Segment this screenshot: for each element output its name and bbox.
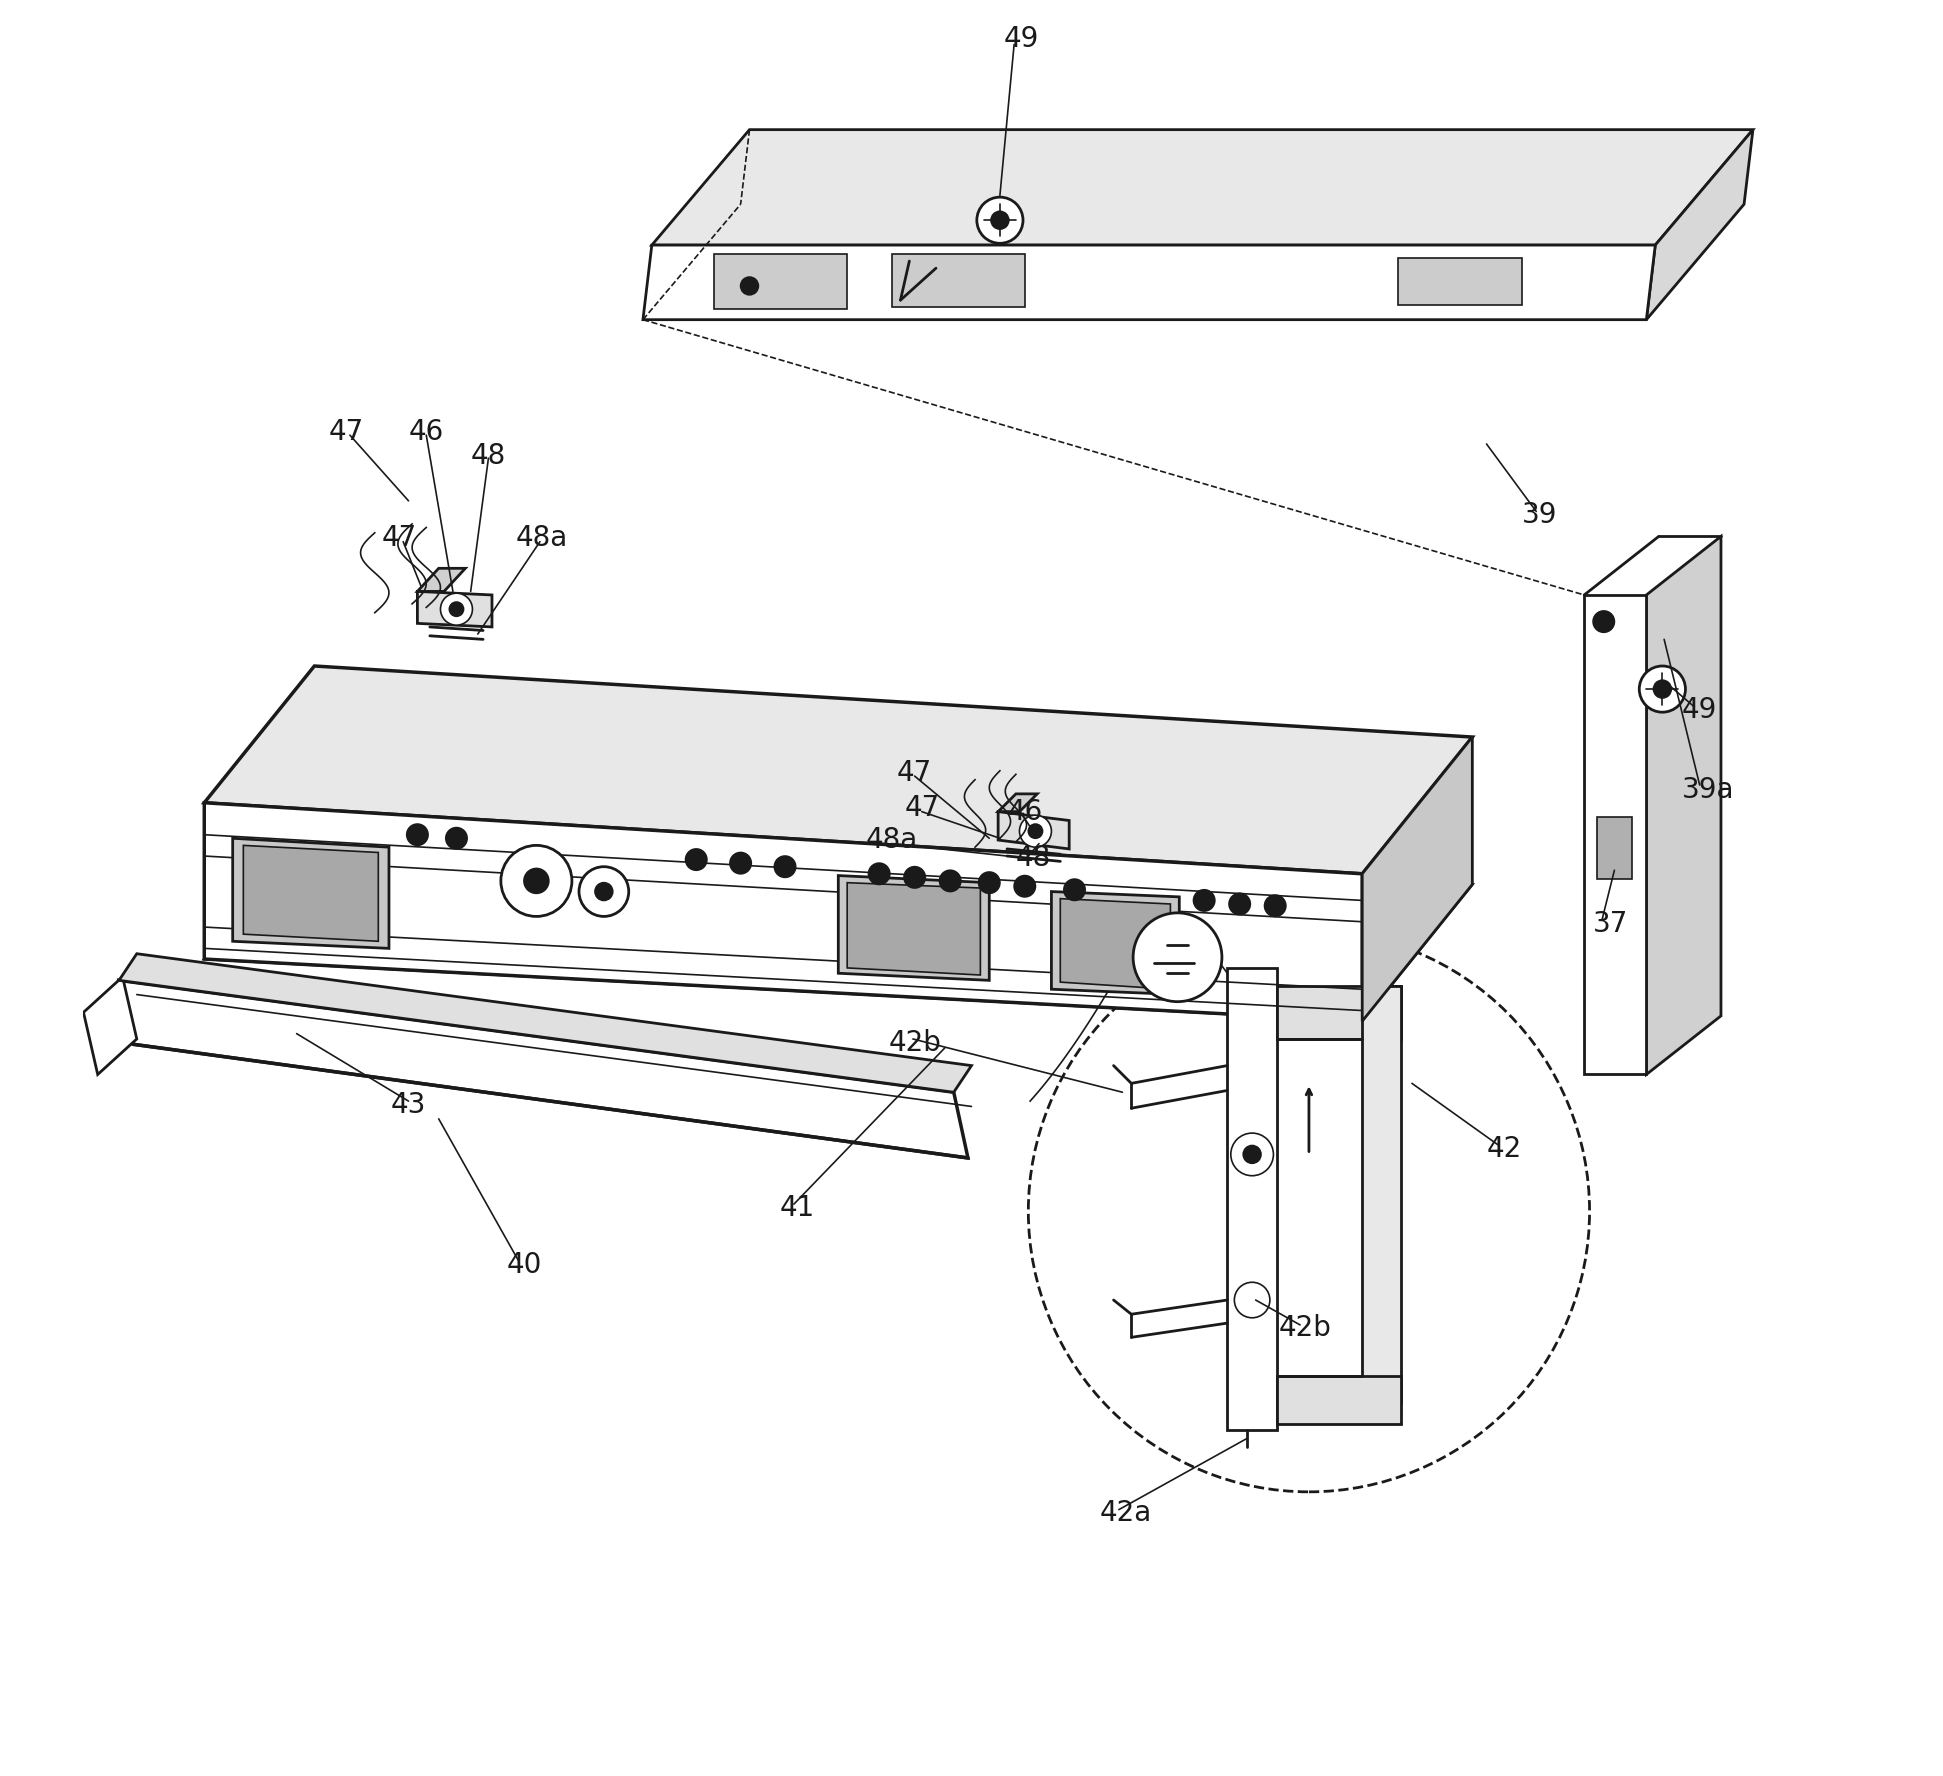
Polygon shape — [1362, 986, 1401, 1403]
Text: 42: 42 — [1486, 1135, 1521, 1163]
Text: 46: 46 — [408, 417, 443, 446]
Polygon shape — [1597, 817, 1632, 879]
Polygon shape — [643, 245, 1655, 320]
Circle shape — [1244, 1146, 1261, 1163]
Circle shape — [979, 872, 1001, 893]
Polygon shape — [1646, 536, 1721, 1074]
Circle shape — [1193, 890, 1214, 911]
Circle shape — [1028, 824, 1043, 838]
Circle shape — [740, 277, 758, 295]
Polygon shape — [204, 666, 1473, 874]
Circle shape — [579, 867, 630, 916]
Text: 47: 47 — [328, 417, 363, 446]
Text: 42b: 42b — [1278, 1314, 1331, 1343]
Circle shape — [731, 852, 752, 874]
Circle shape — [1653, 680, 1671, 698]
Circle shape — [1265, 895, 1286, 916]
Circle shape — [1020, 815, 1051, 847]
Text: 48: 48 — [1016, 844, 1051, 872]
Circle shape — [1028, 931, 1589, 1492]
Text: 42b: 42b — [888, 1028, 940, 1057]
Circle shape — [686, 849, 707, 870]
Polygon shape — [1584, 595, 1646, 1074]
Circle shape — [1230, 893, 1251, 915]
Circle shape — [449, 602, 464, 616]
Polygon shape — [84, 977, 136, 1074]
Circle shape — [977, 197, 1024, 243]
Circle shape — [775, 856, 797, 877]
Polygon shape — [1362, 737, 1473, 1021]
Circle shape — [1230, 1133, 1273, 1176]
Polygon shape — [1061, 899, 1170, 989]
Polygon shape — [999, 794, 1038, 812]
Text: 41: 41 — [779, 1193, 814, 1222]
Polygon shape — [243, 845, 379, 941]
Polygon shape — [204, 822, 1473, 1021]
Text: 43: 43 — [391, 1090, 426, 1119]
Text: 47: 47 — [898, 758, 933, 787]
Polygon shape — [1397, 258, 1521, 305]
Circle shape — [991, 211, 1008, 229]
Polygon shape — [418, 568, 464, 591]
Circle shape — [445, 828, 466, 849]
Circle shape — [903, 867, 925, 888]
Polygon shape — [713, 254, 847, 309]
Text: 48: 48 — [470, 442, 505, 471]
Polygon shape — [847, 883, 981, 975]
Polygon shape — [837, 876, 989, 980]
Polygon shape — [651, 130, 1753, 245]
Polygon shape — [204, 803, 1362, 1021]
Text: 49: 49 — [1003, 25, 1040, 53]
Text: 47: 47 — [903, 794, 938, 822]
Polygon shape — [119, 980, 968, 1158]
Circle shape — [869, 863, 890, 884]
Circle shape — [1593, 611, 1615, 632]
Text: 40: 40 — [507, 1250, 542, 1279]
Circle shape — [525, 868, 548, 893]
Text: 48a: 48a — [865, 826, 917, 854]
Circle shape — [1014, 876, 1036, 897]
Polygon shape — [1051, 892, 1179, 995]
Polygon shape — [233, 838, 389, 948]
Polygon shape — [119, 954, 972, 1092]
Polygon shape — [1228, 968, 1277, 1430]
Circle shape — [441, 593, 472, 625]
Text: 39: 39 — [1521, 501, 1558, 529]
Text: 48a: 48a — [515, 524, 567, 552]
Circle shape — [501, 845, 571, 916]
Polygon shape — [418, 591, 492, 627]
Polygon shape — [1277, 1376, 1401, 1424]
Circle shape — [1640, 666, 1685, 712]
Circle shape — [1133, 913, 1222, 1002]
Circle shape — [1234, 1282, 1271, 1318]
Circle shape — [940, 870, 962, 892]
Circle shape — [1065, 879, 1084, 900]
Circle shape — [595, 883, 612, 900]
Polygon shape — [1277, 986, 1401, 1039]
Text: 46: 46 — [1006, 797, 1041, 826]
Text: 47: 47 — [383, 524, 418, 552]
Circle shape — [406, 824, 427, 845]
Polygon shape — [892, 254, 1024, 307]
Polygon shape — [1646, 130, 1753, 320]
Text: 39a: 39a — [1683, 776, 1735, 805]
Text: 37: 37 — [1593, 909, 1628, 938]
Text: 49: 49 — [1683, 696, 1718, 725]
Polygon shape — [999, 812, 1069, 849]
Text: 42a: 42a — [1100, 1499, 1152, 1527]
